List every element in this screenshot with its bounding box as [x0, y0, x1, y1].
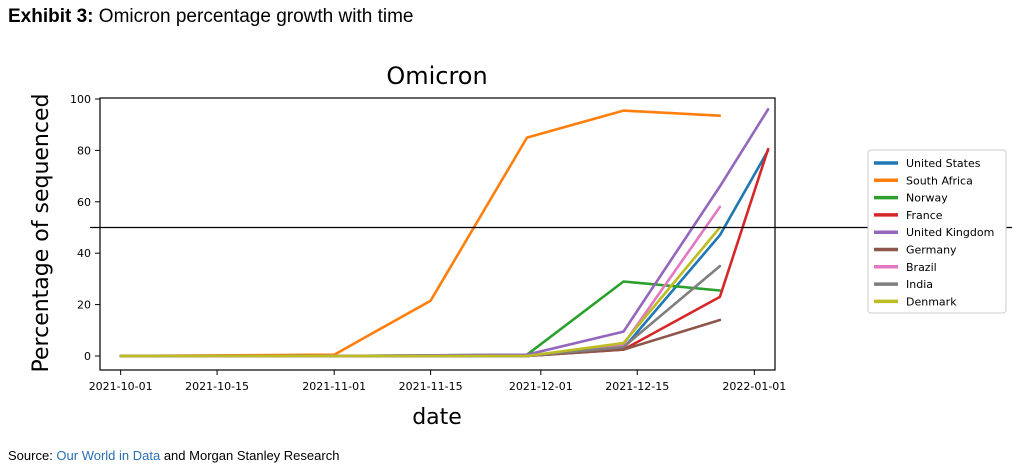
- series-line-united-kingdom: [119, 108, 770, 358]
- y-tick-label: 40: [77, 247, 91, 260]
- y-tick-label: 60: [77, 196, 91, 209]
- y-tick-label: 80: [77, 144, 91, 157]
- plot-frame: [99, 97, 776, 371]
- legend-label: United States: [906, 157, 981, 170]
- x-tick-label: 2021-10-15: [185, 380, 249, 393]
- exhibit-heading: Exhibit 3: Omicron percentage growth wit…: [8, 6, 413, 28]
- source-suffix: and Morgan Stanley Research: [160, 448, 340, 463]
- legend-label: India: [906, 278, 933, 291]
- source-prefix: Source:: [8, 448, 57, 463]
- legend-label: Denmark: [906, 295, 957, 308]
- legend-label: South Africa: [906, 174, 973, 187]
- x-tick-label: 2021-11-01: [302, 380, 366, 393]
- legend-label: United Kingdom: [906, 226, 994, 239]
- series-line-france: [119, 147, 770, 358]
- series-line-denmark: [119, 226, 722, 358]
- exhibit-title: Omicron percentage growth with time: [98, 6, 414, 27]
- legend-label: Norway: [906, 192, 948, 205]
- x-tick-label: 2021-11-15: [399, 380, 463, 393]
- x-tick-label: 2021-12-15: [605, 380, 669, 393]
- source-link[interactable]: Our World in Data: [56, 448, 161, 463]
- x-tick-label: 2021-10-01: [89, 380, 153, 393]
- x-tick-label: 2022-01-01: [722, 380, 786, 393]
- series-line-united-states: [119, 149, 770, 358]
- x-tick-label: 2021-12-01: [509, 380, 573, 393]
- series-line-south-africa: [119, 109, 722, 358]
- series-line-india: [119, 264, 722, 358]
- x-axis-label: date: [412, 405, 462, 430]
- omicron-chart: Omicron 0 20 40 60 80 100 2021-10-01 2021-10-15 2…: [29, 62, 1012, 430]
- y-tick-label: 0: [84, 350, 91, 363]
- legend-label: Germany: [906, 244, 957, 257]
- legend-box: [867, 149, 1007, 314]
- series-line-germany: [119, 318, 722, 358]
- legend-label: Brazil: [906, 261, 937, 274]
- legend-label: France: [906, 209, 943, 222]
- y-tick-label: 100: [70, 93, 91, 106]
- source-note: Source: Our World in Data and Morgan Sta…: [8, 448, 339, 463]
- chart-title: Omicron: [386, 62, 487, 90]
- y-axis-label: Percentage of sequenced: [29, 94, 54, 373]
- y-tick-label: 20: [77, 299, 91, 312]
- exhibit-label: Exhibit 3:: [8, 6, 94, 27]
